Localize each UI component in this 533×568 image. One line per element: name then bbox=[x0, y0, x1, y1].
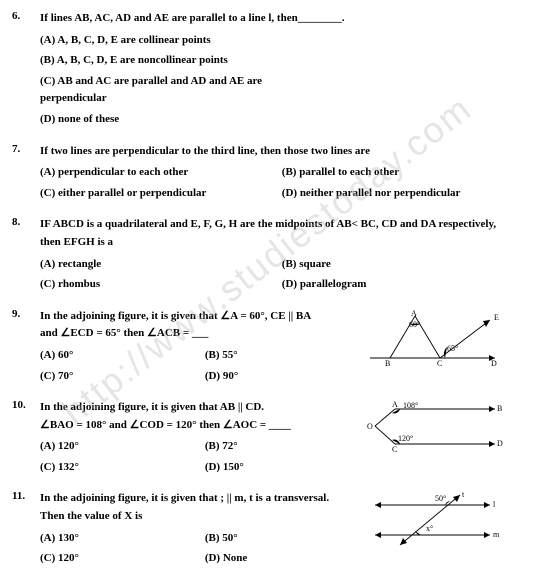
opt-c: (C) AB and AC are parallel and AD and AE… bbox=[40, 73, 282, 108]
opt-b: (B) A, B, C, D, E are noncollinear point… bbox=[40, 52, 282, 70]
qnum: 6. bbox=[12, 10, 20, 22]
qnum: 7. bbox=[12, 143, 20, 155]
question-6: 6. If lines AB, AC, AD and AE are parall… bbox=[40, 10, 505, 129]
qnum: 8. bbox=[12, 216, 20, 228]
opt-c: (C) 120° bbox=[40, 550, 205, 568]
opt-a: (A) 60° bbox=[40, 347, 205, 365]
svg-text:l: l bbox=[493, 500, 496, 509]
qnum: 10. bbox=[12, 399, 26, 411]
svg-text:t: t bbox=[462, 490, 465, 499]
svg-text:O: O bbox=[367, 422, 373, 431]
opt-b: (B) 72° bbox=[205, 438, 357, 456]
opt-d: (D) parallelogram bbox=[282, 276, 505, 294]
opt-d: (D) neither parallel nor perpendicular bbox=[282, 185, 505, 203]
opt-b: (B) 55° bbox=[205, 347, 357, 365]
svg-text:C: C bbox=[437, 359, 442, 368]
opt-c: (C) rhombus bbox=[40, 276, 282, 294]
opt-a: (A) 120° bbox=[40, 438, 205, 456]
svg-text:C: C bbox=[392, 445, 397, 454]
opt-b: (B) 50° bbox=[205, 530, 357, 548]
svg-text:A: A bbox=[392, 400, 398, 409]
question-8: 8. IF ABCD is a quadrilateral and E, F, … bbox=[40, 216, 505, 293]
opt-d: (D) none of these bbox=[40, 111, 282, 129]
opt-a: (A) 130° bbox=[40, 530, 205, 548]
svg-text:108°: 108° bbox=[403, 401, 418, 410]
svg-text:B: B bbox=[385, 359, 390, 368]
opt-b: (B) parallel to each other bbox=[282, 164, 505, 182]
svg-text:B: B bbox=[497, 404, 502, 413]
svg-text:m: m bbox=[493, 530, 500, 539]
qnum: 11. bbox=[12, 490, 25, 502]
stem2: ∠BAO = 108° and ∠COD = 120° then ∠AOC = … bbox=[40, 417, 357, 435]
opt-d: (D) None bbox=[205, 550, 357, 568]
opt-d: (D) 150° bbox=[205, 459, 357, 477]
qnum: 9. bbox=[12, 308, 20, 320]
figure-10: A B C D O 108° 120° bbox=[365, 399, 505, 476]
svg-text:D: D bbox=[497, 439, 503, 448]
svg-text:65°: 65° bbox=[447, 344, 458, 353]
svg-text:E: E bbox=[494, 313, 499, 322]
figure-11: 50° x° l m t bbox=[365, 490, 505, 567]
opt-c: (C) 132° bbox=[40, 459, 205, 477]
stem1: IF ABCD is a quadrilateral and E, F, G, … bbox=[40, 216, 505, 234]
opt-c: (C) either parallel or perpendicular bbox=[40, 185, 282, 203]
svg-text:x°: x° bbox=[426, 524, 433, 533]
stem: If lines AB, AC, AD and AE are parallel … bbox=[40, 10, 505, 28]
question-7: 7. If two lines are perpendicular to the… bbox=[40, 143, 505, 203]
svg-text:120°: 120° bbox=[398, 434, 413, 443]
question-10: 10. In the adjoining figure, it is given… bbox=[40, 399, 505, 476]
stem2: Then the value of X is bbox=[40, 508, 357, 526]
opt-a: (A) rectangle bbox=[40, 256, 282, 274]
stem1: In the adjoining figure, it is given tha… bbox=[40, 490, 357, 508]
opt-c: (C) 70° bbox=[40, 368, 205, 386]
opt-d: (D) 90° bbox=[205, 368, 357, 386]
svg-text:D: D bbox=[491, 359, 497, 368]
opt-b: (B) square bbox=[282, 256, 505, 274]
svg-text:A: A bbox=[411, 309, 417, 318]
stem1: In the adjoining figure, it is given tha… bbox=[40, 399, 357, 417]
figure-9: A E B C D 60° 65° bbox=[365, 308, 505, 385]
svg-text:50°: 50° bbox=[435, 494, 446, 503]
stem: If two lines are perpendicular to the th… bbox=[40, 143, 505, 161]
opt-a: (A) perpendicular to each other bbox=[40, 164, 282, 182]
stem2: then EFGH is a bbox=[40, 234, 505, 252]
stem2: and ∠ECD = 65° then ∠ACB = ___ bbox=[40, 325, 357, 343]
stem1: In the adjoining figure, it is given tha… bbox=[40, 308, 357, 326]
opt-a: (A) A, B, C, D, E are collinear points bbox=[40, 32, 282, 50]
question-11: 11. In the adjoining figure, it is given… bbox=[40, 490, 505, 567]
question-9: 9. In the adjoining figure, it is given … bbox=[40, 308, 505, 385]
